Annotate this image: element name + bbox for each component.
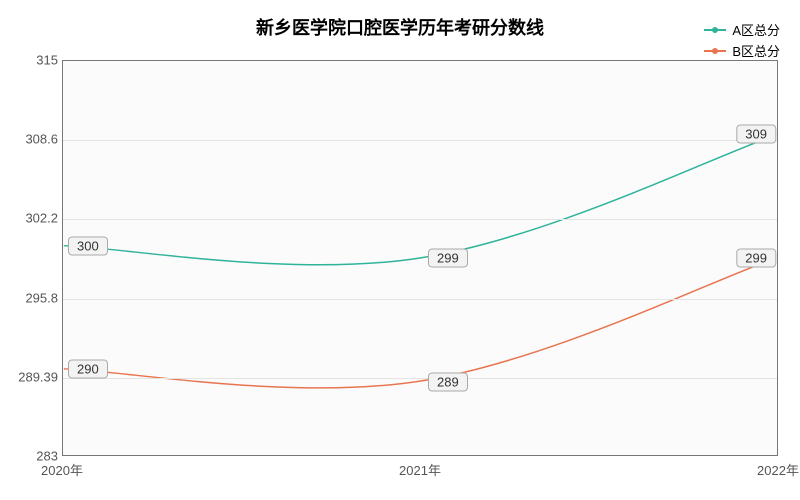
y-axis-label: 302.2 bbox=[25, 211, 58, 226]
legend-swatch-b bbox=[704, 50, 726, 52]
legend-swatch-a bbox=[704, 29, 726, 31]
gridline bbox=[63, 140, 777, 141]
legend-item-b: B区总分 bbox=[704, 41, 780, 60]
gridline bbox=[63, 219, 777, 220]
data-label: 300 bbox=[68, 236, 108, 255]
y-axis-label: 308.6 bbox=[25, 132, 58, 147]
data-label: 299 bbox=[428, 249, 468, 268]
data-label: 290 bbox=[68, 360, 108, 379]
x-axis-label: 2020年 bbox=[41, 460, 83, 479]
series-line-0 bbox=[64, 135, 776, 265]
series-line-1 bbox=[64, 258, 776, 388]
y-axis-label: 295.8 bbox=[25, 290, 58, 305]
data-label: 309 bbox=[736, 125, 776, 144]
chart-lines bbox=[63, 61, 777, 455]
legend-label-a: A区总分 bbox=[732, 20, 780, 39]
x-axis-label: 2021年 bbox=[399, 460, 441, 479]
legend-item-a: A区总分 bbox=[704, 20, 780, 39]
plot-area bbox=[62, 60, 778, 456]
gridline bbox=[63, 378, 777, 379]
legend: A区总分 B区总分 bbox=[704, 20, 780, 62]
data-label: 299 bbox=[736, 249, 776, 268]
chart-container: 新乡医学院口腔医学历年考研分数线 A区总分 B区总分 283289.39295.… bbox=[0, 0, 800, 500]
legend-label-b: B区总分 bbox=[732, 41, 780, 60]
data-label: 289 bbox=[428, 372, 468, 391]
y-axis-label: 315 bbox=[36, 53, 58, 68]
chart-title: 新乡医学院口腔医学历年考研分数线 bbox=[256, 14, 544, 40]
x-axis-label: 2022年 bbox=[757, 460, 799, 479]
gridline bbox=[63, 299, 777, 300]
y-axis-label: 289.39 bbox=[18, 369, 58, 384]
